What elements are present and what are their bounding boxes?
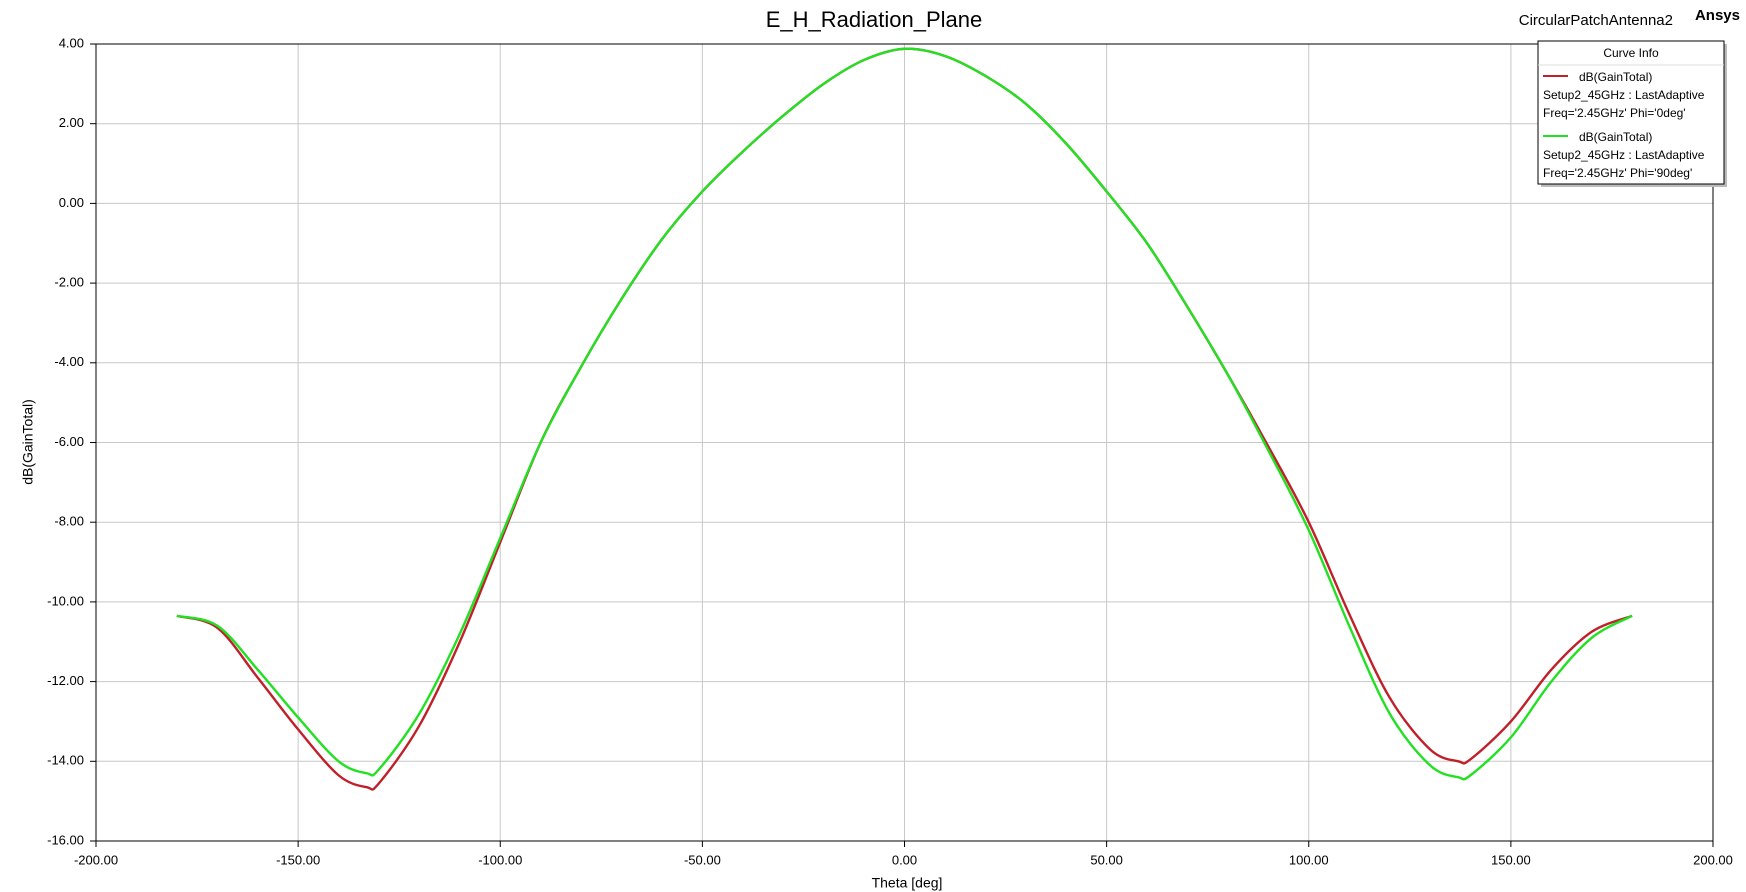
x-tick-label: -200.00 [74,852,118,867]
x-tick-label: 150.00 [1491,852,1531,867]
legend-setup: Setup2_45GHz : LastAdaptive [1543,148,1705,162]
plot-frame [95,43,1714,842]
legend-variation: Freq='2.45GHz' Phi='0deg' [1543,106,1686,120]
y-tick-label: -12.00 [47,673,84,688]
legend-label: dB(GainTotal) [1579,130,1652,144]
y-tick-label: -4.00 [54,354,84,369]
y-tick-label: -2.00 [54,275,84,290]
legend-variation: Freq='2.45GHz' Phi='90deg' [1543,166,1692,180]
brand: Ansys [1695,7,1740,24]
y-axis-label: dB(GainTotal) [20,399,36,485]
x-axis-label: Theta [deg] [872,875,943,891]
y-tick-label: 2.00 [59,115,84,130]
legend-label: dB(GainTotal) [1579,70,1652,84]
project-name: CircularPatchAntenna2 [1519,12,1673,29]
x-tick-label: -50.00 [684,852,721,867]
x-tick-label: -100.00 [478,852,522,867]
legend: Curve Info dB(GainTotal) Setup2_45GHz : La… [1537,40,1727,187]
chart-title: E_H_Radiation_Plane [766,7,983,32]
x-tick-label: 200.00 [1693,852,1733,867]
legend-setup: Setup2_45GHz : LastAdaptive [1543,88,1705,102]
y-tick-label: -6.00 [54,434,84,449]
legend-title: Curve Info [1603,46,1659,60]
x-tick-label: -150.00 [276,852,320,867]
x-tick-label: 50.00 [1090,852,1123,867]
x-tick-label: 100.00 [1289,852,1329,867]
y-tick-label: -16.00 [47,832,84,847]
line-series [176,47,1633,781]
y-tick-label: -10.00 [47,593,84,608]
y-tick-label: -8.00 [54,514,84,529]
y-tick-label: 0.00 [59,195,84,210]
x-tick-label: 0.00 [892,852,917,867]
y-tick-label: -14.00 [47,753,84,768]
y-tick-label: 4.00 [59,35,84,50]
